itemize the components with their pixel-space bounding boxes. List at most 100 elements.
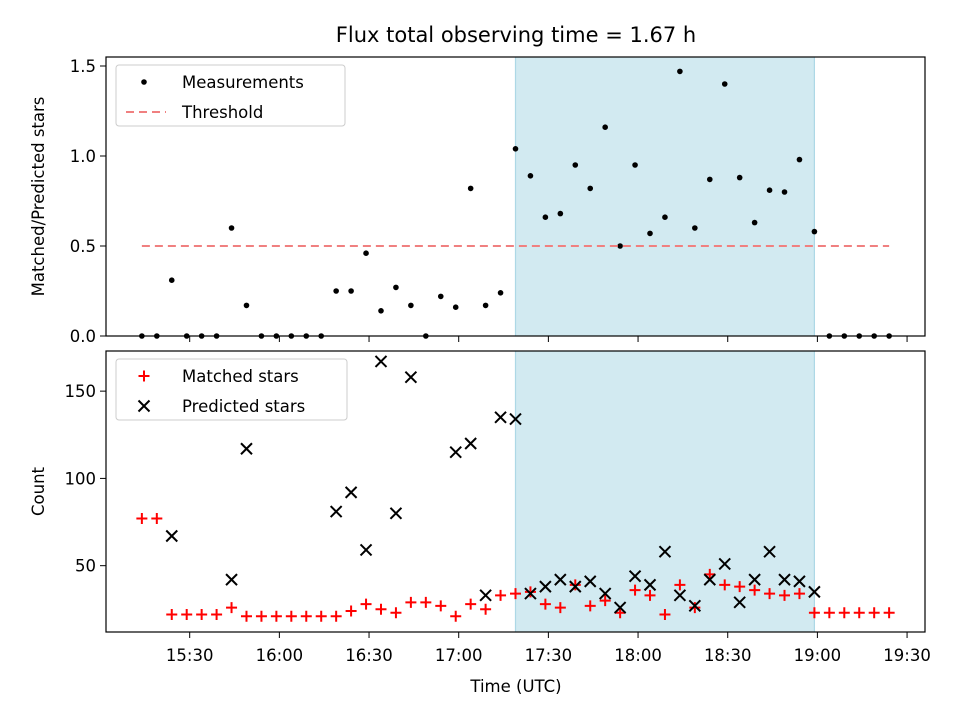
data-point xyxy=(479,589,492,602)
data-point xyxy=(510,588,521,600)
data-point xyxy=(718,557,731,571)
data-point xyxy=(602,124,608,130)
data-point xyxy=(374,355,388,368)
legend-label: Threshold xyxy=(181,103,263,122)
y-tick-label: 150 xyxy=(65,382,97,401)
data-point xyxy=(211,609,223,621)
legend-marker xyxy=(141,79,147,85)
legend-label: Predicted stars xyxy=(182,397,305,416)
data-point xyxy=(811,228,818,235)
plot-frame xyxy=(105,350,926,633)
data-point xyxy=(482,302,489,309)
data-point xyxy=(733,596,746,609)
data-point xyxy=(300,610,312,622)
panel-ratio: 0.0 0.5 1.0 1.5 Matched/Predicted stars Measu… xyxy=(29,56,926,346)
data-point xyxy=(389,507,403,520)
data-point xyxy=(689,602,701,614)
data-point xyxy=(393,284,399,291)
data-point xyxy=(330,610,342,622)
legend-label: Measurements xyxy=(182,73,304,92)
data-point xyxy=(763,545,776,558)
data-point xyxy=(285,610,297,622)
data-point xyxy=(151,513,163,525)
data-point xyxy=(228,225,235,231)
x-tick-label: 19:00 xyxy=(794,646,842,665)
y-tick-label: 100 xyxy=(65,469,97,488)
data-point xyxy=(524,587,537,600)
data-point xyxy=(677,68,683,75)
data-point xyxy=(539,580,552,593)
y-tick-label: 0.0 xyxy=(70,327,96,346)
x-tick-label: 15:30 xyxy=(166,646,214,665)
x-tick-label: 18:30 xyxy=(704,646,752,665)
x-tick-label: 16:30 xyxy=(345,646,393,665)
y-tick-label: 50 xyxy=(75,557,96,576)
x-tick-label: 16:00 xyxy=(256,646,304,665)
x-tick-label: 17:00 xyxy=(435,646,483,665)
data-point xyxy=(225,573,238,586)
legend-label: Matched stars xyxy=(182,367,299,386)
data-point xyxy=(226,602,238,614)
x-tick-label: 18:00 xyxy=(614,646,662,665)
data-point xyxy=(360,598,372,610)
data-point xyxy=(808,585,821,599)
data-point xyxy=(766,187,773,193)
data-point xyxy=(181,609,193,621)
data-point xyxy=(662,214,668,220)
data-point xyxy=(598,587,612,600)
data-point xyxy=(344,486,358,499)
data-point xyxy=(539,598,551,610)
y-axis-label: Count xyxy=(29,466,48,516)
data-point xyxy=(390,607,402,619)
data-point xyxy=(405,596,417,608)
data-point xyxy=(464,437,477,450)
data-point xyxy=(703,573,716,586)
plot-frame xyxy=(105,56,926,337)
data-point xyxy=(554,573,567,586)
data-point xyxy=(542,214,549,220)
data-point xyxy=(734,581,746,593)
data-point xyxy=(673,589,687,602)
data-point xyxy=(363,250,369,256)
data-point xyxy=(524,586,536,598)
data-point xyxy=(467,185,474,192)
data-point xyxy=(587,185,594,192)
data-point xyxy=(270,610,282,622)
data-point xyxy=(751,219,758,226)
data-point xyxy=(420,596,432,608)
data-point xyxy=(808,607,820,619)
data-point xyxy=(748,573,761,586)
data-point xyxy=(255,610,267,622)
data-point xyxy=(793,588,805,600)
data-point xyxy=(196,609,208,621)
data-point xyxy=(136,513,148,525)
legend-marker xyxy=(137,399,151,413)
data-point xyxy=(240,610,252,622)
data-point xyxy=(437,293,444,300)
y-tick-label: 1.0 xyxy=(70,147,96,166)
data-point xyxy=(688,599,702,613)
data-point xyxy=(465,598,477,610)
data-point xyxy=(557,210,564,217)
data-point xyxy=(569,580,582,593)
data-point xyxy=(613,601,627,614)
data-point xyxy=(614,607,626,619)
data-point xyxy=(781,189,788,195)
data-point xyxy=(644,589,656,601)
data-point xyxy=(764,588,776,600)
data-point xyxy=(166,609,178,621)
data-point xyxy=(348,288,354,294)
data-point xyxy=(359,543,373,557)
data-point xyxy=(404,370,418,384)
data-point xyxy=(435,600,447,612)
data-point xyxy=(450,610,462,622)
data-point xyxy=(629,584,641,596)
data-point xyxy=(617,243,623,249)
data-point xyxy=(823,607,835,619)
data-point xyxy=(584,575,597,588)
legend-marker xyxy=(138,370,150,382)
data-point xyxy=(706,176,713,183)
data-point xyxy=(658,545,672,558)
data-point xyxy=(778,573,791,586)
